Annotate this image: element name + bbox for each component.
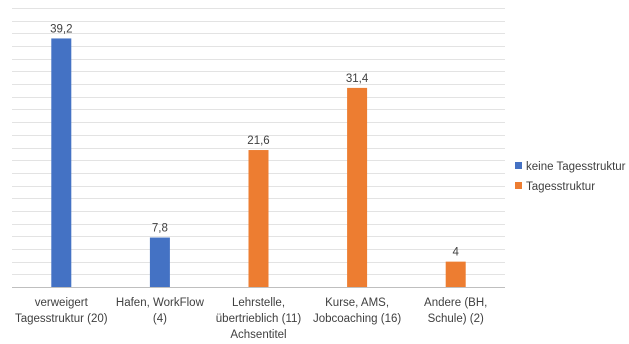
legend-swatch — [515, 162, 522, 169]
legend-swatch — [515, 182, 522, 189]
data-label-1: 39,2 — [50, 23, 72, 35]
legend-label: keine Tagesstruktur — [526, 161, 626, 173]
category-label: (4) — [153, 313, 167, 325]
bar-4 — [347, 87, 368, 288]
bars — [51, 38, 466, 288]
category-label: übertrieblich (11) — [216, 313, 302, 325]
data-label-2: 7,8 — [152, 223, 168, 235]
bar-2 — [149, 237, 170, 287]
category-label: verweigert — [35, 297, 89, 309]
data-label-5: 4 — [452, 247, 459, 259]
bar-5 — [445, 261, 466, 287]
x-axis-title: Achsentitel — [230, 329, 286, 341]
category-label: Andere (BH, — [424, 297, 487, 309]
category-labels: verweigert Tagesstruktur (20) Hafen, WorkF… — [15, 297, 487, 325]
bar-3 — [248, 150, 269, 287]
category-label: Jobcoaching (16) — [313, 313, 401, 325]
legend: keine Tagesstruktur Tagesstruktur — [515, 161, 626, 193]
category-label: Hafen, WorkFlow — [116, 297, 205, 309]
data-label-4: 31,4 — [346, 73, 369, 85]
gridlines — [12, 8, 505, 288]
category-label: Schule) (2) — [428, 313, 484, 325]
data-label-3: 21,6 — [247, 135, 269, 147]
bar-1 — [51, 38, 72, 287]
category-label: Tagesstruktur (20) — [15, 313, 108, 325]
category-label: Kurse, AMS, — [325, 297, 389, 309]
category-label: Lehrstelle, — [232, 297, 285, 309]
legend-label: Tagesstruktur — [526, 181, 595, 193]
data-labels: 39,2 7,8 21,6 31,4 4 — [50, 23, 459, 258]
